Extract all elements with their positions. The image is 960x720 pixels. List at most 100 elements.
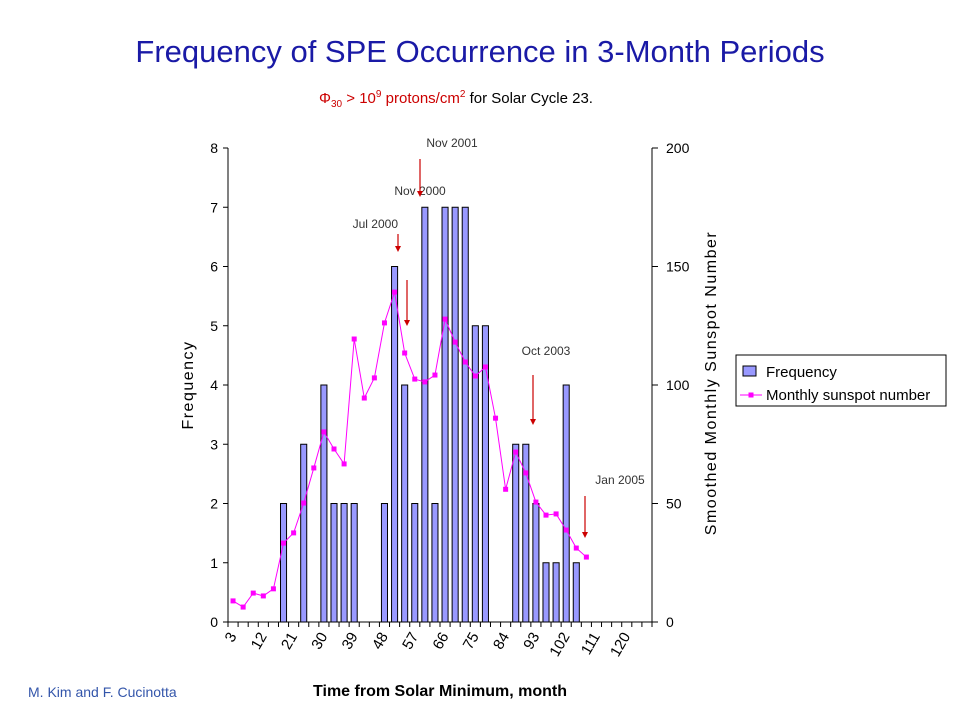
- line-marker: [412, 376, 418, 382]
- annotation: Jan 2005: [595, 473, 645, 487]
- annotation: Jul 2000: [353, 217, 399, 231]
- line-marker: [442, 316, 448, 322]
- subtitle-part: 30: [331, 99, 343, 110]
- line-marker: [543, 512, 549, 518]
- y-tick-label: 6: [210, 259, 218, 275]
- arrow-head: [417, 191, 423, 197]
- line-marker: [432, 372, 438, 378]
- line-marker: [331, 446, 337, 452]
- x-tick-label: 48: [369, 630, 392, 653]
- line-marker: [392, 289, 398, 295]
- y2-axis-label: Smoothed Monthly Sunspot Number: [703, 231, 720, 535]
- line-marker: [452, 339, 458, 345]
- bar: [542, 562, 550, 623]
- line-marker: [250, 590, 256, 596]
- bar: [552, 562, 560, 623]
- line-marker: [553, 511, 559, 517]
- y-tick-label: 0: [210, 614, 218, 630]
- annotation: Nov 2001: [426, 136, 478, 150]
- x-tick-label: 66: [429, 630, 452, 653]
- y-tick-label: 2: [210, 496, 218, 512]
- arrow-head: [582, 532, 588, 538]
- bar: [320, 384, 328, 623]
- line-marker: [422, 379, 428, 385]
- line-marker: [493, 415, 499, 421]
- line-marker: [321, 429, 327, 435]
- x-tick-label: 84: [490, 630, 513, 653]
- bar: [340, 503, 348, 623]
- legend-label: Frequency: [766, 364, 837, 381]
- bar: [350, 503, 358, 623]
- credit: M. Kim and F. Cucinotta: [28, 684, 177, 700]
- subtitle-part: 9: [376, 89, 382, 100]
- bar: [431, 503, 439, 623]
- line-marker: [482, 364, 488, 370]
- line-marker: [381, 320, 387, 326]
- y-tick-label: 5: [210, 318, 218, 334]
- legend-label: Monthly sunspot number: [766, 387, 930, 404]
- line-marker: [240, 604, 246, 610]
- line-marker: [341, 461, 347, 467]
- line-marker: [291, 530, 297, 536]
- bar: [300, 443, 308, 623]
- x-tick-label: 21: [278, 630, 301, 653]
- y-tick-label: 3: [210, 436, 218, 452]
- bar: [481, 325, 489, 623]
- x-tick-label: 39: [339, 630, 362, 653]
- bar: [330, 503, 338, 623]
- x-axis-label: Time from Solar Minimum, month: [313, 683, 567, 700]
- line-marker: [311, 465, 317, 471]
- y-tick-label: 7: [210, 199, 218, 215]
- bar: [522, 443, 530, 623]
- chart-title: Frequency of SPE Occurrence in 3-Month P…: [135, 34, 824, 69]
- annotation: Oct 2003: [522, 344, 571, 358]
- arrow-head: [530, 419, 536, 425]
- bar: [512, 443, 520, 623]
- y-tick-label: 1: [210, 555, 218, 571]
- x-tick-label: 75: [460, 630, 483, 653]
- subtitle-part: for Solar Cycle 23.: [465, 90, 593, 107]
- bar: [451, 206, 459, 623]
- line-marker: [503, 486, 509, 492]
- line-marker: [583, 554, 589, 560]
- bar: [391, 266, 399, 623]
- x-tick-label: 57: [399, 630, 422, 653]
- line-marker: [260, 593, 266, 599]
- legend-marker: [748, 392, 754, 398]
- bar: [562, 384, 570, 623]
- y2-tick-label: 100: [666, 377, 690, 393]
- bar: [572, 562, 580, 623]
- bar: [461, 206, 469, 623]
- arrow-head: [395, 246, 401, 252]
- line-marker: [563, 527, 569, 533]
- line-marker: [472, 373, 478, 379]
- line-marker: [462, 359, 468, 365]
- bar: [411, 503, 419, 623]
- arrow-head: [404, 320, 410, 326]
- x-tick-label: 30: [308, 630, 331, 653]
- legend-box: [735, 354, 947, 407]
- subtitle-part: 2: [460, 89, 466, 100]
- subtitle-part: > 10: [342, 90, 376, 107]
- line-marker: [361, 395, 367, 401]
- line-marker: [523, 470, 529, 476]
- bar: [421, 206, 429, 623]
- bar: [532, 503, 540, 623]
- y-tick-label: 4: [210, 377, 218, 393]
- y2-tick-label: 50: [666, 496, 682, 512]
- line-marker: [351, 336, 357, 342]
- x-tick-label: 12: [248, 630, 271, 653]
- bar: [279, 503, 288, 623]
- x-tick-label: 93: [520, 630, 543, 653]
- legend-swatch: [742, 365, 757, 377]
- y2-tick-label: 150: [666, 259, 690, 275]
- line-marker: [533, 499, 539, 505]
- y-tick-label: 8: [210, 140, 218, 156]
- line-marker: [230, 598, 236, 604]
- line-marker: [281, 540, 287, 546]
- line-marker: [402, 350, 408, 356]
- y2-tick-label: 200: [666, 140, 690, 156]
- bar: [441, 206, 449, 623]
- line-marker: [371, 375, 377, 381]
